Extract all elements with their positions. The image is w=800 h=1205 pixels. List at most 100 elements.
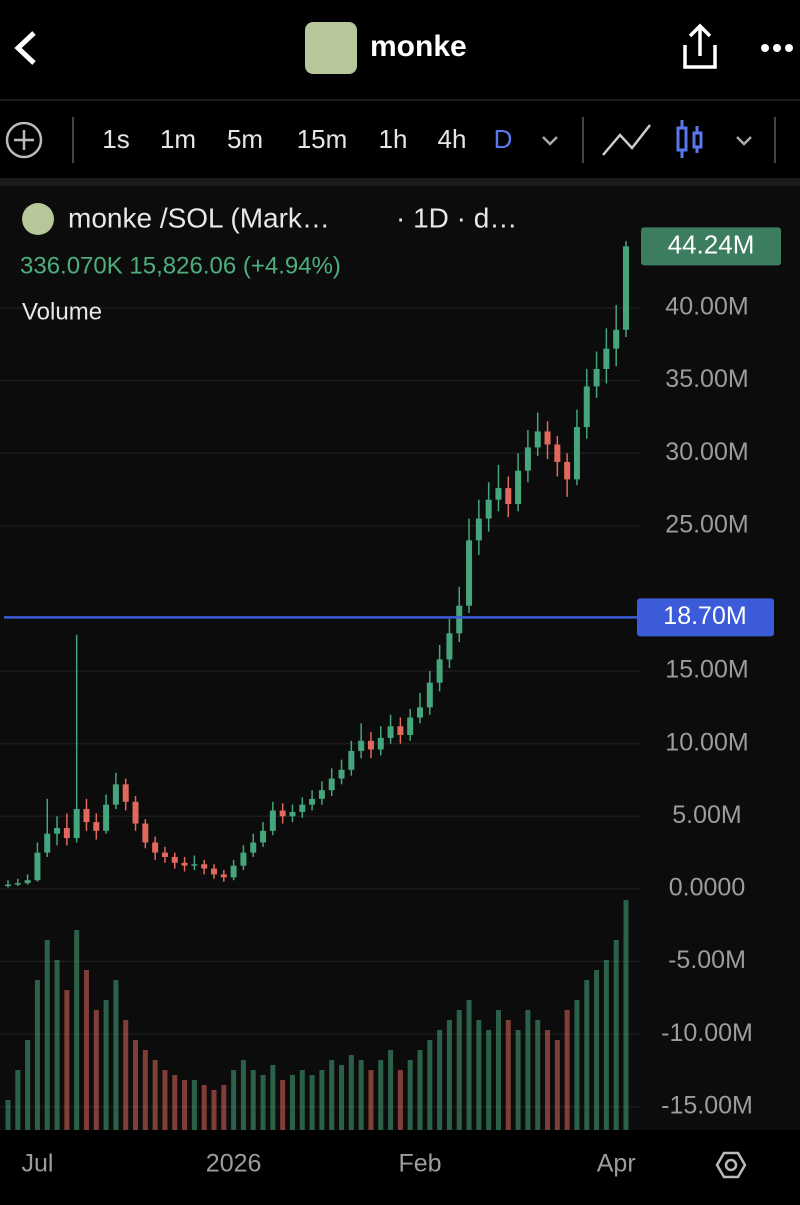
chart-area — [0, 186, 800, 1130]
candle-body — [112, 784, 119, 805]
volume-bar — [378, 1060, 384, 1130]
y-tick-label: 15.00M — [665, 656, 748, 684]
volume-bar — [466, 1000, 472, 1130]
back-button[interactable] — [14, 31, 36, 65]
candle-body — [83, 809, 90, 823]
candle-body — [24, 880, 31, 884]
legend-stats: 336.070K 15,826.06 (+4.94%) — [20, 252, 341, 279]
volume-bar — [64, 990, 70, 1130]
last-price-tag — [641, 227, 781, 266]
interval-button[interactable]: 1m — [160, 124, 196, 154]
candle-body — [564, 461, 571, 480]
more-button[interactable] — [761, 44, 793, 52]
volume-bar — [152, 1060, 158, 1130]
share-button[interactable] — [683, 23, 717, 69]
candle-body — [573, 427, 580, 480]
volume-bar — [476, 1020, 482, 1130]
legend-subtitle: · 1D · d… — [396, 202, 517, 233]
volume-bar — [83, 970, 89, 1130]
volume-bar — [93, 1010, 99, 1130]
volume-bar — [339, 1065, 345, 1130]
volume-bar — [603, 960, 609, 1130]
volume-bar — [574, 1000, 580, 1130]
volume-bar — [525, 1010, 531, 1130]
interval-button[interactable]: D — [494, 124, 513, 154]
interval-dropdown[interactable] — [542, 136, 558, 146]
volume-bar — [545, 1030, 551, 1130]
candle-body — [554, 444, 561, 462]
volume-bar — [437, 1030, 443, 1130]
candle-body — [289, 811, 296, 817]
volume-bar — [368, 1070, 374, 1130]
interval-button[interactable]: 1h — [379, 124, 408, 154]
x-tick-label: 2026 — [206, 1150, 262, 1178]
candle-body — [181, 862, 188, 866]
volume-bar — [623, 900, 629, 1130]
volume-bar — [25, 1040, 31, 1130]
divider — [0, 178, 800, 186]
volume-bar — [456, 1010, 462, 1130]
volume-bar — [182, 1080, 188, 1130]
candle-body — [122, 784, 129, 802]
add-indicator-button[interactable] — [5, 121, 43, 159]
y-tick-label: 35.00M — [665, 365, 748, 393]
volume-bar — [123, 1020, 129, 1130]
candle-body — [544, 431, 551, 445]
volume-bar — [250, 1070, 256, 1130]
volume-bar — [427, 1040, 433, 1130]
volume-bar — [260, 1075, 266, 1130]
y-tick-label: 30.00M — [665, 438, 748, 466]
interval-button[interactable]: 5m — [227, 124, 263, 154]
volume-bar — [240, 1060, 246, 1130]
y-tick-label: 0.0000 — [669, 874, 745, 902]
candle-body — [613, 329, 620, 349]
volume-bar — [446, 1020, 452, 1130]
candle-body — [407, 717, 414, 735]
volume-bar — [211, 1090, 217, 1130]
candle-chart-button[interactable] — [676, 120, 703, 158]
volume-bar — [299, 1070, 305, 1130]
candle-body — [211, 868, 217, 875]
volume-bar — [388, 1050, 394, 1130]
candle-body — [299, 804, 306, 812]
candle-body — [505, 488, 512, 505]
volume-bar — [348, 1055, 354, 1130]
volume-bar — [535, 1020, 541, 1130]
volume-bar — [417, 1050, 423, 1130]
volume-bar — [564, 1010, 570, 1130]
volume-bar — [44, 940, 50, 1130]
candle-body — [220, 874, 227, 878]
candle-body — [14, 883, 21, 885]
chart-type-dropdown[interactable] — [736, 136, 752, 146]
volume-bar — [191, 1080, 197, 1130]
volume-bar — [407, 1060, 413, 1130]
interval-button[interactable]: 15m — [297, 124, 348, 154]
candle-body — [417, 707, 423, 718]
candle-body — [5, 884, 11, 887]
candle-body — [34, 852, 41, 881]
interval-button[interactable]: 1s — [102, 124, 129, 154]
interval-button[interactable]: 4h — [438, 124, 467, 154]
candle-body — [436, 659, 443, 683]
candle-body — [240, 852, 247, 866]
candle-body — [309, 798, 316, 805]
candle-body — [583, 386, 590, 428]
candle-body — [44, 833, 51, 853]
candle-body — [515, 470, 522, 505]
candle-body — [397, 726, 404, 735]
volume-label: Volume — [22, 298, 102, 325]
settings-button[interactable] — [715, 1151, 747, 1179]
volume-bar — [221, 1085, 227, 1130]
candle-body — [446, 633, 453, 660]
candle-body — [73, 809, 80, 839]
candle-body — [250, 842, 257, 853]
volume-bar — [113, 980, 119, 1130]
volume-bar — [613, 940, 619, 1130]
candle-body — [103, 804, 110, 831]
legend-title: monke /SOL (Mark… — [68, 202, 330, 233]
y-tick-label: -5.00M — [668, 946, 746, 974]
volume-bar — [142, 1050, 148, 1130]
line-chart-button[interactable] — [602, 124, 651, 156]
volume-bar — [15, 1070, 21, 1130]
